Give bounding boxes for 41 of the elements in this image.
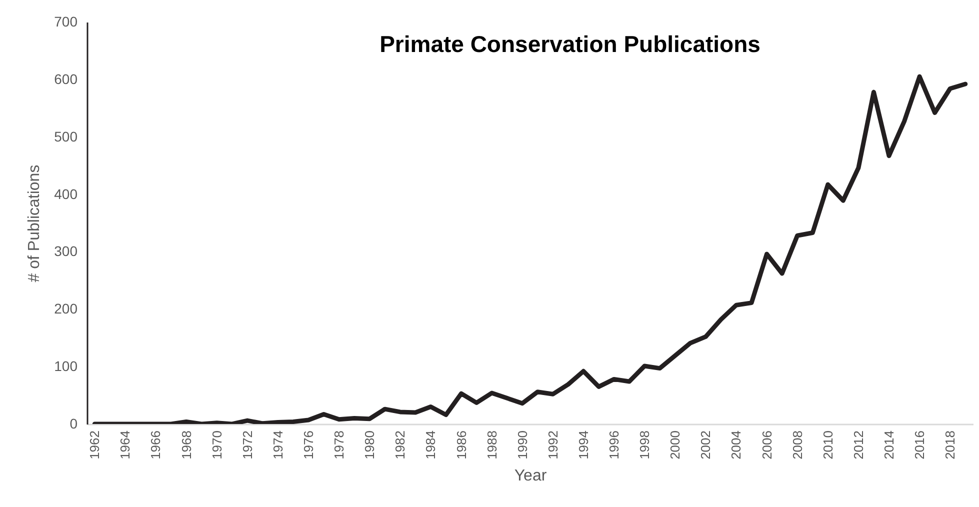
x-axis-title: Year [514,467,548,484]
x-tick-label: 2000 [668,430,683,460]
x-tick-label: 1972 [240,430,255,460]
x-tick-label: 2002 [698,430,714,460]
y-axis-title: # of Publications [26,164,44,282]
y-tick-label: 600 [54,70,78,87]
y-tick-label: 300 [54,243,78,260]
x-tick-label: 1992 [545,430,560,460]
x-tick-label: 1976 [301,430,316,460]
y-tick-label: 500 [54,128,78,144]
x-tick-label: 1964 [118,430,133,460]
x-tick-label: 1970 [209,430,224,460]
x-tick-label: 1994 [576,430,591,460]
x-tick-label: 1966 [148,430,164,460]
x-tick-label: 2006 [759,430,774,460]
x-tick-label: 1998 [637,430,652,460]
x-tick-label: 1978 [332,430,347,460]
x-tick-label: 1968 [178,430,194,460]
x-tick-label: 1988 [484,430,500,460]
chart-title: Primate Conservation Publications [380,31,760,57]
x-tick-label: 2012 [850,430,866,460]
x-tick-label: 1982 [392,430,408,460]
y-tick-label: 200 [54,300,78,317]
y-tick-label: 100 [54,358,78,374]
x-tick-label: 2014 [881,430,896,460]
x-tick-label: 1996 [606,430,622,460]
y-tick-label: 0 [70,416,78,432]
x-tick-label: 2018 [942,430,958,460]
y-tick-label: 400 [54,186,78,202]
x-tick-label: 2008 [790,430,805,460]
line-series [92,74,968,424]
x-tick-label: 2004 [728,430,744,460]
x-tick-label: 2016 [912,430,928,460]
x-tick-label: 1962 [87,430,102,460]
x-tick-label: 2010 [820,430,836,460]
y-tick-label: 700 [54,14,78,30]
x-tick-label: 1990 [514,430,530,460]
x-tick-label: 1986 [454,430,469,460]
x-tick-label: 1974 [270,430,286,460]
x-tick-label: 1980 [362,430,378,460]
x-tick-label: 1984 [423,430,438,460]
